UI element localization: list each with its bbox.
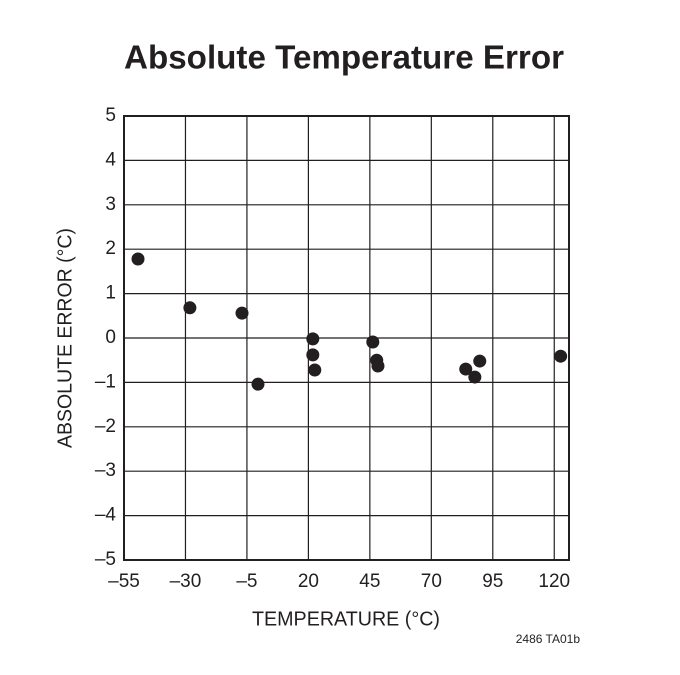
point bbox=[554, 349, 568, 363]
y-tick-label: –2 bbox=[95, 416, 116, 437]
x-tick-label: –30 bbox=[170, 571, 202, 592]
x-tick-label: –5 bbox=[236, 571, 257, 592]
y-axis-label: ABSOLUTE ERROR (°C) bbox=[54, 228, 76, 448]
y-tick-label: –3 bbox=[95, 460, 116, 481]
point bbox=[371, 359, 385, 373]
point bbox=[251, 377, 265, 391]
point bbox=[306, 332, 320, 346]
chart-title: Absolute Temperature Error bbox=[124, 39, 564, 76]
x-tick-label: 120 bbox=[538, 571, 570, 592]
x-axis-label: TEMPERATURE (°C) bbox=[252, 608, 440, 630]
point bbox=[235, 306, 249, 320]
x-tick-label: 95 bbox=[482, 571, 503, 592]
x-tick-label: 70 bbox=[421, 571, 442, 592]
x-tick-label: 45 bbox=[359, 571, 380, 592]
point bbox=[459, 362, 473, 376]
plot-border bbox=[123, 115, 570, 561]
point bbox=[131, 252, 145, 266]
point bbox=[473, 354, 487, 368]
point bbox=[468, 370, 482, 384]
y-tick-label: –1 bbox=[95, 371, 116, 392]
point bbox=[306, 348, 320, 362]
y-tick-label: –4 bbox=[95, 505, 117, 526]
figure-note: 2486 TA01b bbox=[516, 632, 581, 646]
y-tick-label: –5 bbox=[95, 549, 116, 570]
y-tick-label: 4 bbox=[105, 149, 116, 170]
y-tick-label: 1 bbox=[105, 283, 116, 304]
point bbox=[183, 301, 197, 315]
y-tick-label: 2 bbox=[105, 238, 116, 259]
point bbox=[366, 335, 380, 349]
y-tick-label: 0 bbox=[105, 327, 116, 348]
point bbox=[308, 363, 322, 377]
y-tick-label: 5 bbox=[105, 105, 116, 126]
x-tick-label: –55 bbox=[108, 571, 140, 592]
x-tick-label: 20 bbox=[298, 571, 319, 592]
y-tick-label: 3 bbox=[105, 194, 116, 215]
